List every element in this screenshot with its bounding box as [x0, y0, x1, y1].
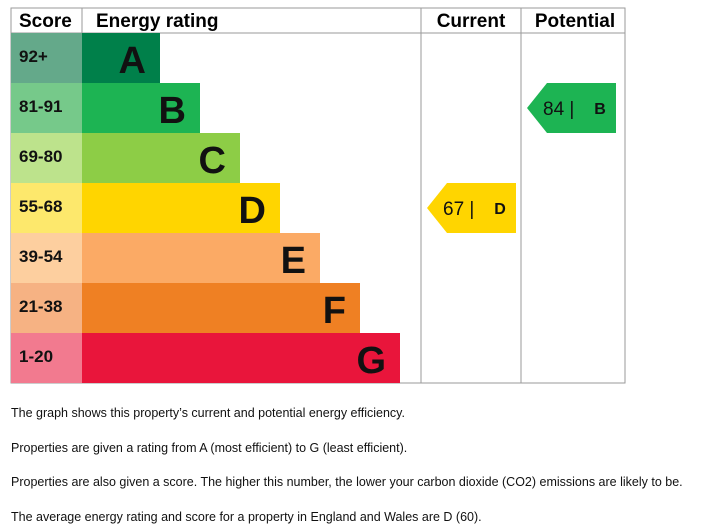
potential-rating-marker — [527, 83, 616, 133]
rating-bar-g — [82, 333, 400, 383]
header-current: Current — [437, 11, 506, 32]
score-cell-a — [11, 33, 82, 83]
rating-letter-f: F — [323, 290, 346, 332]
rating-letter-b: B — [159, 90, 186, 132]
current-rating-letter: D — [494, 201, 506, 218]
score-range-f: 21-38 — [19, 297, 62, 316]
score-cell-f — [11, 283, 82, 333]
rating-bands: 92+ A 81-91 B 69-80 C 55-68 D 39-54 E 21-38 F 1-20 G — [11, 33, 400, 383]
potential-rating-score-label: 84 | — [543, 99, 574, 120]
rating-markers: 67 | D 84 | B — [427, 83, 616, 233]
rating-bar-f — [82, 283, 360, 333]
score-cell-g — [11, 333, 82, 383]
note-average-rating: The average energy rating and score for … — [11, 510, 482, 524]
note-graph-description: The graph shows this property’s current … — [11, 406, 405, 420]
rating-bar-d — [82, 183, 280, 233]
note-rating-scale: Properties are given a rating from A (mo… — [11, 441, 408, 455]
rating-letter-c: C — [199, 140, 226, 182]
score-range-e: 39-54 — [19, 247, 63, 266]
rating-bar-e — [82, 233, 320, 283]
rating-letter-a: A — [119, 40, 146, 82]
energy-rating-chart: Score Energy rating Current Potential 92… — [10, 7, 626, 384]
rating-letter-e: E — [281, 240, 306, 282]
rating-letter-d: D — [239, 190, 266, 232]
score-range-b: 81-91 — [19, 97, 62, 116]
score-range-g: 1-20 — [19, 347, 53, 366]
note-score-explanation: Properties are also given a score. The h… — [11, 475, 683, 489]
header-energy-rating: Energy rating — [96, 11, 218, 32]
score-cell-d — [11, 183, 82, 233]
score-range-d: 55-68 — [19, 197, 62, 216]
current-rating-score-label: 67 | — [443, 199, 474, 220]
score-cell-b — [11, 83, 82, 133]
potential-rating-letter: B — [594, 101, 606, 118]
rating-bar-b — [82, 83, 200, 133]
rating-letter-g: G — [356, 340, 386, 382]
current-rating-marker — [427, 183, 516, 233]
score-cell-c — [11, 133, 82, 183]
rating-bar-a — [82, 33, 160, 83]
header-score: Score — [19, 11, 72, 32]
score-range-a: 92+ — [19, 47, 48, 66]
header-potential: Potential — [535, 11, 615, 32]
rating-bar-c — [82, 133, 240, 183]
score-range-c: 69-80 — [19, 147, 62, 166]
score-cell-e — [11, 233, 82, 283]
